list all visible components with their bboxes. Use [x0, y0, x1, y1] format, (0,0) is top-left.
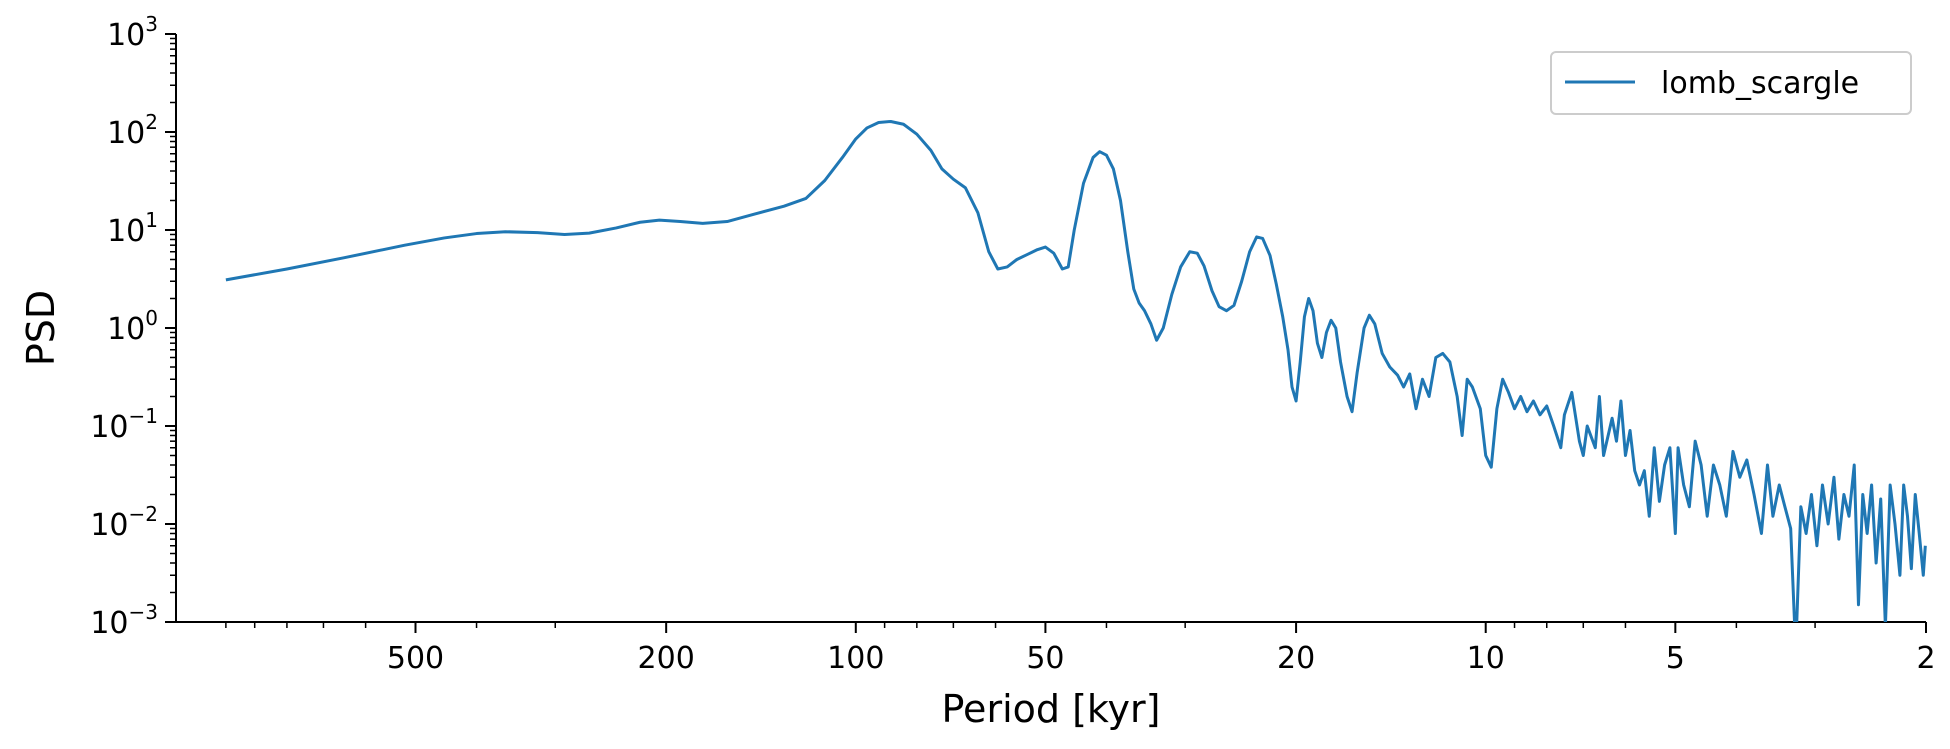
y-tick-label: 10−2 [90, 502, 158, 543]
x-tick-label: 200 [638, 641, 695, 676]
y-tick-label: 103 [107, 12, 158, 53]
x-tick-label: 5 [1666, 641, 1685, 676]
y-tick-label: 102 [107, 110, 158, 151]
series-line-lomb-scargle [225, 119, 1927, 622]
legend-box [1550, 51, 1912, 115]
series-layer [225, 119, 1927, 622]
legend-label-lomb-scargle: lomb_scargle [1661, 66, 1859, 101]
y-axis-title: PSD [19, 290, 63, 366]
x-tick-label: 20 [1277, 641, 1315, 676]
legend: lomb_scargle [1550, 51, 1912, 115]
y-tick-label: 101 [107, 208, 158, 249]
x-tick-label: 100 [827, 641, 884, 676]
x-axis-title: Period [kyr] [942, 687, 1161, 731]
x-ticks: 500 200 100 50 20 10 5 2 [225, 622, 1936, 676]
x-tick-label: 10 [1467, 641, 1505, 676]
x-tick-label: 50 [1026, 641, 1064, 676]
y-tick-label: 10−3 [90, 600, 158, 641]
y-tick-label: 100 [107, 306, 158, 347]
y-tick-label: 10−1 [90, 404, 158, 445]
x-tick-label: 2 [1916, 641, 1935, 676]
axes [175, 34, 1926, 623]
y-ticks: 103 102 101 100 10−1 10−2 10−3 [90, 12, 176, 641]
x-tick-label: 500 [387, 641, 444, 676]
